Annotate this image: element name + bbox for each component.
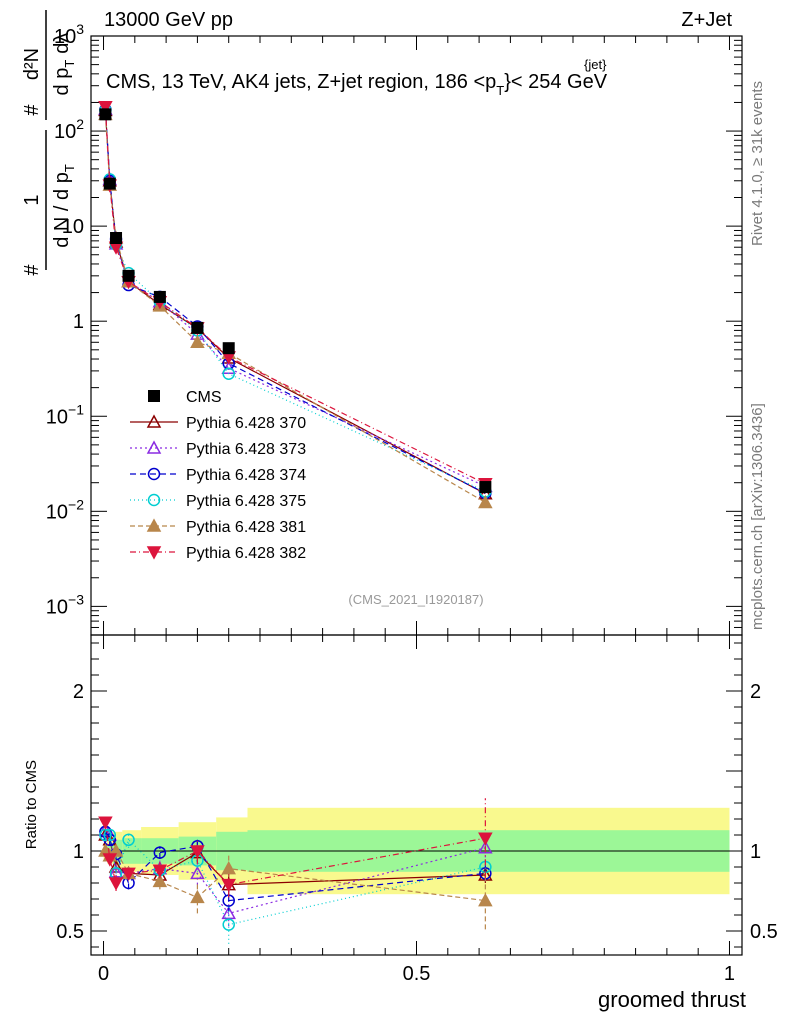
y-tick-label: 1	[73, 311, 84, 333]
legend-marker	[147, 467, 161, 481]
y-axis-label-main: # 1 d N / d pT # d²N d pTdλ	[21, 10, 77, 276]
data-point	[153, 290, 166, 303]
x-axis-label: groomed thrust	[598, 987, 746, 1012]
legend: CMS Pythia 6.428 370 Pythia 6.428 373 Pythi…	[130, 389, 306, 562]
legend-label-6: Pythia 6.428 382	[186, 545, 306, 562]
ratio-tick-label-right: 0.5	[750, 921, 778, 943]
data-point	[222, 342, 235, 355]
analysis-id: (CMS_2021_I1920187)	[348, 592, 483, 607]
ratio-point	[152, 873, 168, 888]
ratio-point	[153, 846, 167, 859]
x-tick-label: 0.5	[403, 963, 431, 985]
ratio-point	[190, 889, 205, 904]
legend-label-1: Pythia 6.428 370	[186, 415, 306, 432]
legend-marker-cms	[148, 390, 160, 402]
ratio-point	[98, 816, 113, 830]
legend-label-5: Pythia 6.428 381	[186, 519, 306, 536]
mcplots-label: mcplots.cern.ch [arXiv:1306.3436]	[749, 403, 766, 630]
y-tick-label: 10	[62, 216, 84, 238]
ratio-line-3	[104, 831, 486, 902]
ratio-point	[122, 833, 135, 847]
plot-title: CMS, 13 TeV, AK4 jets, Z+jet region, 186…	[106, 71, 608, 98]
ratio-point	[190, 865, 205, 880]
series-point	[222, 367, 235, 380]
ratio-point	[222, 918, 235, 931]
ratio-point	[478, 832, 493, 846]
ylabel-hash-1: #	[21, 264, 43, 276]
plot-title-sub: T	[496, 83, 504, 98]
ylabel-d2N: d²N	[21, 48, 43, 80]
ylabel-one: 1	[21, 194, 43, 205]
data-point	[122, 269, 135, 282]
ratio-point	[152, 864, 168, 878]
data-point	[110, 232, 123, 245]
legend-marker	[146, 440, 162, 454]
series-point	[98, 101, 113, 115]
legend-marker	[147, 493, 161, 507]
ratio-point	[221, 878, 236, 893]
rivet-version-label: Rivet 4.1.0, ≥ 31k events	[749, 81, 766, 246]
ratio-point	[190, 845, 205, 859]
ylabel-dN-dpT: d N / d pT	[51, 164, 77, 248]
y-tick-label: 10−3	[46, 591, 84, 618]
ratio-tick-label: 1	[73, 841, 84, 863]
legend-label-2: Pythia 6.428 373	[186, 441, 306, 458]
data-point	[99, 108, 112, 121]
ratio-point	[108, 877, 124, 891]
legend-marker	[146, 518, 162, 532]
ratio-tick-label-right: 1	[750, 841, 761, 863]
data-point	[191, 321, 204, 334]
ratio-line-4	[105, 834, 486, 926]
plot-title-sup: {jet}	[584, 57, 607, 72]
ratio-point	[103, 828, 117, 842]
ratio-point	[478, 893, 493, 907]
y-tick-label: 10−2	[46, 496, 84, 523]
series-point	[478, 494, 493, 509]
data-point	[479, 481, 492, 494]
legend-marker	[146, 414, 162, 428]
y-tick-label: 102	[54, 116, 84, 143]
series-point	[190, 334, 205, 349]
legend-label-4: Pythia 6.428 375	[186, 493, 306, 510]
ylabel-hash-2: #	[21, 104, 43, 116]
ratio-tick-label: 2	[73, 681, 84, 703]
x-tick-label: 0	[98, 963, 109, 985]
ratio-point	[121, 867, 136, 881]
legend-label-cms: CMS	[186, 389, 222, 406]
x-tick-label: 1	[724, 963, 735, 985]
y-tick-label: 103	[54, 21, 84, 48]
legend-marker	[146, 546, 162, 560]
main-panel: 10−3 10−2 10−1 1 10 102 103	[46, 21, 743, 636]
ratio-tick-label: 0.5	[56, 921, 84, 943]
ratio-point	[478, 840, 493, 854]
ratio-point	[102, 853, 118, 867]
y-axis-label-ratio: Ratio to CMS	[23, 760, 40, 849]
header-process-label: Z+Jet	[681, 9, 732, 31]
header-energy-label: 13000 GeV pp	[104, 9, 233, 31]
plot-title-suffix: }< 254 GeV	[504, 71, 608, 93]
data-point	[103, 177, 116, 190]
ratio-frame	[90, 634, 743, 956]
ratio-panel: 0 0.5 1 0.5 0.5 1 1 2 2	[56, 634, 778, 985]
series-line-6	[104, 106, 486, 485]
ylabel-dpT-dlambda: d pTdλ	[51, 33, 77, 96]
y-tick-label: 10−1	[46, 401, 84, 428]
legend-label-3: Pythia 6.428 374	[186, 467, 306, 484]
ratio-tick-label-right: 2	[750, 681, 761, 703]
plot-title-prefix: CMS, 13 TeV, AK4 jets, Z+jet region, 186…	[106, 71, 496, 93]
ratio-point	[221, 861, 236, 875]
